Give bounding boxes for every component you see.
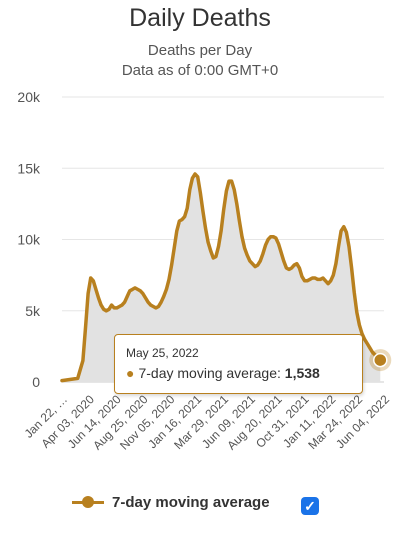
chart-subtitle: Deaths per Day <box>147 42 253 59</box>
data-as-of-note: Data as of 0:00 GMT+0 <box>121 62 279 79</box>
legend-line-icon <box>72 492 104 512</box>
legend-item-7day[interactable]: 7-day moving average <box>72 488 270 516</box>
daily-deaths-area <box>62 174 381 382</box>
y-tick-label: 10k <box>17 232 41 248</box>
legend-checkbox[interactable]: ✓ <box>301 497 319 515</box>
y-tick-label: 5k <box>25 303 41 319</box>
hover-point <box>373 352 388 368</box>
data-tooltip: May 25, 2022 ● 7-day moving average: 1,53… <box>114 334 363 394</box>
y-tick-label: 20k <box>17 89 41 105</box>
tooltip-bullet-icon: ● <box>126 365 135 381</box>
chart-title: Daily Deaths <box>129 4 271 32</box>
y-tick-label: 15k <box>17 160 41 176</box>
series-line-7day-avg <box>60 172 383 383</box>
tooltip-row: ● 7-day moving average: 1,538 <box>126 365 320 381</box>
tooltip-value: 1,538 <box>284 365 320 381</box>
tooltip-date: May 25, 2022 <box>126 346 199 360</box>
y-tick-label: 0 <box>32 374 40 390</box>
tooltip-series-label: 7-day moving average: <box>138 365 281 381</box>
legend-label: 7-day moving average <box>112 493 270 511</box>
